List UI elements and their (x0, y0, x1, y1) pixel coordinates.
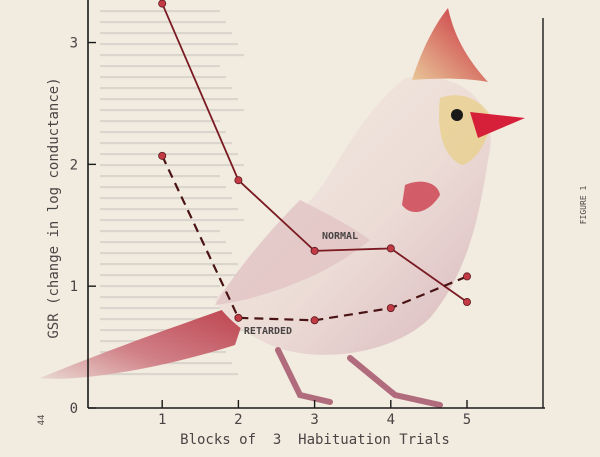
x-tick-label: 4 (387, 412, 395, 428)
x-tick-label: 3 (310, 412, 318, 428)
print-line (100, 274, 244, 277)
print-line (100, 219, 244, 222)
data-point-retarded-4 (386, 304, 395, 313)
print-line (100, 241, 226, 244)
data-point-retarded-5 (462, 272, 471, 281)
print-line (100, 230, 220, 233)
series-label-retarded: RETARDED (244, 326, 292, 337)
series-label-normal: NORMAL (322, 231, 358, 242)
data-point-normal-4 (386, 244, 395, 253)
print-line (100, 98, 238, 101)
print-line (100, 76, 226, 79)
bird-chest-patch (402, 181, 440, 213)
print-line (100, 197, 232, 200)
bird-beak (470, 112, 525, 138)
print-line (100, 32, 232, 35)
data-point-normal-3 (310, 246, 319, 255)
print-line (100, 208, 238, 211)
print-line (100, 164, 244, 167)
x-axis-label: Blocks of 3 Habituation Trials (180, 432, 450, 448)
print-line (100, 10, 220, 13)
bird-leg-right (347, 355, 443, 408)
print-line (100, 186, 226, 189)
data-point-retarded-3 (310, 316, 319, 325)
print-line (100, 307, 232, 310)
print-line (100, 142, 232, 145)
print-line (100, 65, 220, 68)
chart-axes (87, 0, 545, 409)
print-line (100, 131, 226, 134)
print-line (100, 318, 238, 321)
print-line (100, 296, 226, 299)
page-number: 44 (37, 415, 47, 426)
print-line (100, 285, 220, 288)
print-line (100, 43, 238, 46)
print-line (100, 87, 232, 90)
x-tick-label: 5 (463, 412, 471, 428)
data-point-retarded-2 (234, 313, 243, 322)
bird-crest (412, 8, 488, 82)
cardinal-illustration (40, 8, 525, 408)
y-tick-label: 2 (70, 157, 78, 173)
bird-tail (40, 300, 250, 379)
print-line (100, 120, 220, 123)
print-line (100, 263, 238, 266)
y-axis-label: GSR (change in log conductance) (46, 77, 62, 338)
print-line (100, 54, 244, 57)
print-line (100, 252, 232, 255)
bird-wing (215, 200, 370, 305)
x-tick-label: 2 (234, 412, 242, 428)
print-line (100, 21, 226, 24)
data-point-normal-1 (158, 0, 167, 8)
side-figure-label: FIGURE 1 (579, 186, 588, 225)
print-line (100, 373, 238, 376)
y-ticks: 0 1 2 3 (70, 36, 96, 417)
bird-eye (451, 109, 463, 121)
series-layer (158, 0, 471, 325)
print-line (100, 109, 244, 112)
data-point-normal-2 (234, 176, 243, 185)
y-tick-label: 1 (70, 279, 78, 295)
y-tick-label: 3 (70, 36, 78, 52)
y-tick-label: 0 (70, 401, 78, 417)
print-line (100, 175, 220, 178)
x-tick-label: 1 (158, 412, 166, 428)
bird-leg-left (275, 347, 333, 405)
data-point-retarded-1 (158, 151, 167, 160)
x-ticks: 1 2 3 4 5 (158, 400, 471, 428)
data-point-normal-5 (462, 298, 471, 307)
print-line (100, 153, 238, 156)
